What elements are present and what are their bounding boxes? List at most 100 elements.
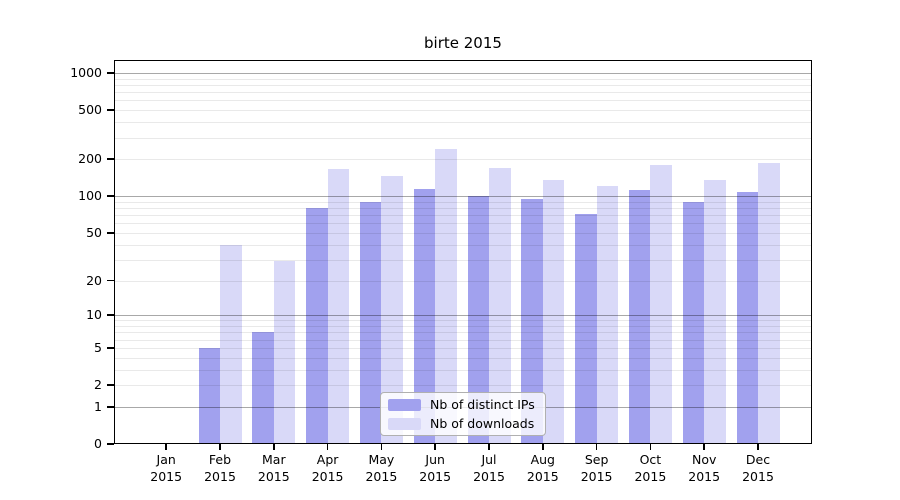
plot-area (114, 60, 812, 444)
y-tick-500 (107, 109, 114, 111)
y-tick-label-2: 2 (94, 377, 102, 392)
gridlines-layer (114, 60, 812, 444)
y-tick-label-200: 200 (78, 151, 102, 167)
x-tick-jun (434, 444, 436, 450)
bars-layer (114, 60, 812, 444)
bar-distinct-ips-aug (521, 198, 543, 444)
x-tick-label-oct: Oct 2015 (634, 452, 667, 484)
x-tick-label-jan: Jan 2015 (150, 452, 183, 484)
x-tick-label-nov: Nov 2015 (688, 452, 721, 484)
x-tick-label-mar: Mar 2015 (257, 452, 290, 484)
y-tick-1 (107, 406, 114, 408)
gridline-600 (114, 100, 812, 102)
x-tick-may (380, 444, 383, 450)
gridline-800 (114, 84, 812, 86)
gridline-4 (114, 357, 812, 359)
y-tick-label-1000: 1000 (70, 64, 102, 80)
y-tick-label-10: 10 (86, 307, 102, 323)
gridline-6 (114, 339, 812, 341)
bar-distinct-ips-jun (413, 188, 436, 444)
y-tick-label-100: 100 (78, 188, 102, 204)
y-tick-20 (107, 279, 114, 282)
gridline-30 (114, 259, 812, 261)
legend-item-downloads: Nb of downloads (381, 416, 545, 431)
gridline-500 (114, 110, 812, 112)
bar-downloads-aug (542, 180, 565, 444)
gridline-300 (114, 137, 812, 139)
y-tick-100 (107, 195, 114, 197)
x-tick-jan (165, 444, 167, 450)
x-tick-nov (703, 444, 705, 450)
y-tick-label-20: 20 (86, 272, 102, 288)
gridline-80 (114, 208, 812, 210)
gridline-100 (114, 196, 812, 198)
gridline-20 (114, 280, 812, 282)
bar-downloads-nov (704, 180, 726, 444)
x-tick-label-jun: Jun 2015 (419, 452, 452, 484)
x-tick-mar (273, 444, 275, 450)
plot-frame (114, 60, 812, 444)
legend-label-distinct-ips: Nb of distinct IPs (430, 397, 535, 412)
bar-downloads-mar (273, 261, 296, 444)
bar-downloads-jun (435, 149, 457, 444)
bar-distinct-ips-dec (736, 192, 758, 444)
y-tick-50 (107, 232, 114, 234)
bar-distinct-ips-sep (575, 213, 597, 444)
y-tick-2 (107, 384, 114, 386)
gridline-60 (114, 223, 812, 225)
gridline-7 (114, 332, 812, 334)
x-tick-oct (649, 444, 652, 450)
chart-title: birte 2015 (424, 34, 502, 52)
legend-label-downloads: Nb of downloads (430, 416, 535, 431)
x-tick-apr (326, 444, 329, 450)
bar-downloads-feb (220, 244, 242, 444)
y-tick-label-500: 500 (78, 102, 102, 118)
x-tick-jul (488, 444, 490, 450)
bar-distinct-ips-may (359, 201, 382, 444)
x-tick-dec (757, 444, 759, 450)
bar-distinct-ips-oct (628, 190, 651, 444)
bar-downloads-dec (758, 163, 780, 444)
gridline-8 (114, 326, 812, 327)
gridline-5 (114, 347, 812, 349)
y-tick-10 (107, 314, 114, 316)
gridline-50 (114, 232, 812, 234)
gridline-40 (114, 244, 812, 246)
y-tick-0 (107, 443, 114, 445)
y-tick-label-5: 5 (94, 339, 102, 355)
bar-distinct-ips-mar (252, 332, 274, 444)
gridline-200 (114, 159, 812, 161)
legend-swatch-distinct-ips (388, 398, 421, 411)
gridline-400 (114, 122, 812, 124)
legend: Nb of distinct IPs Nb of downloads (380, 392, 546, 436)
x-tick-label-dec: Dec 2015 (742, 452, 774, 484)
bar-distinct-ips-feb (198, 347, 220, 444)
bar-distinct-ips-nov (682, 201, 705, 444)
gridline-70 (114, 215, 812, 217)
bar-downloads-apr (327, 169, 350, 444)
bar-downloads-jul (489, 167, 511, 444)
x-tick-label-may: May 2015 (365, 452, 398, 484)
bar-downloads-oct (650, 164, 672, 444)
y-tick-label-0: 0 (94, 436, 102, 451)
x-tick-label-apr: Apr 2015 (311, 452, 344, 484)
x-tick-label-aug: Aug 2015 (526, 452, 559, 484)
x-tick-label-sep: Sep 2015 (580, 452, 613, 484)
y-tick-200 (107, 158, 114, 160)
gridline-90 (114, 201, 812, 203)
y-tick-5 (107, 347, 114, 349)
y-tick-label-50: 50 (86, 224, 102, 240)
gridline-9 (114, 320, 812, 322)
x-tick-aug (542, 444, 544, 450)
gridline-10 (114, 315, 812, 317)
bar-downloads-sep (596, 186, 619, 444)
legend-item-distinct-ips: Nb of distinct IPs (381, 397, 545, 412)
gridline-1000 (114, 72, 812, 74)
gridline-700 (114, 92, 812, 94)
gridline-2 (114, 385, 812, 386)
x-tick-label-feb: Feb 2015 (204, 452, 236, 484)
x-tick-feb (219, 444, 221, 450)
gridline-3 (114, 369, 812, 371)
bar-distinct-ips-apr (306, 208, 328, 444)
